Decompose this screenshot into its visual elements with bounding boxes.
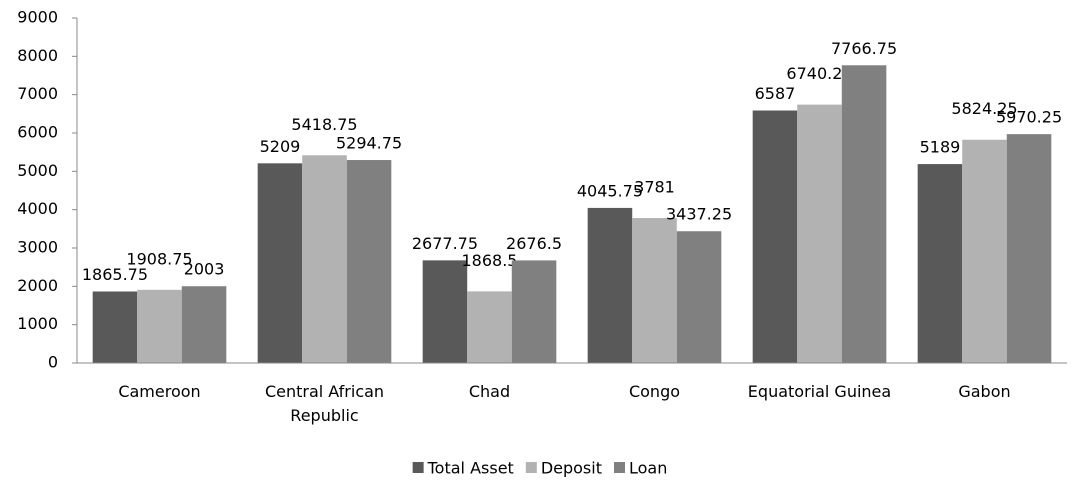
y-tick-label: 4000 [17, 199, 58, 218]
bar [797, 104, 842, 363]
data-label: 5189 [920, 138, 961, 157]
data-label: 1908.75 [126, 249, 192, 268]
bar [422, 260, 468, 363]
legend-label: Loan [629, 459, 667, 478]
data-label: 2003 [184, 260, 225, 279]
y-tick-label: 6000 [17, 123, 58, 142]
data-label: 6587 [755, 84, 796, 103]
bar [632, 218, 677, 363]
x-tick-label: Chad [468, 382, 511, 401]
bar [181, 286, 227, 363]
x-tick-label: Cameroon [118, 382, 201, 401]
bar [511, 260, 557, 363]
y-tick-label: 7000 [17, 84, 58, 103]
bar [841, 65, 887, 363]
bar [302, 155, 347, 363]
data-label: 2676.5 [506, 234, 562, 253]
bar [676, 231, 722, 363]
legend-swatch [613, 462, 625, 473]
legend-swatch [412, 462, 424, 473]
x-tick-label: Central African Republic [264, 382, 385, 425]
legend-label: Total Asset [427, 459, 514, 478]
y-tick-label: 1000 [17, 314, 58, 333]
bar [587, 207, 633, 363]
data-label: 5418.75 [291, 115, 357, 134]
bar [467, 291, 512, 363]
data-label: 5209 [260, 137, 301, 156]
data-label: 3781 [634, 178, 675, 197]
data-label: 4045.75 [577, 181, 643, 200]
data-label: 1868.5 [462, 251, 518, 270]
data-label: 7766.75 [831, 39, 897, 58]
bar [1006, 134, 1052, 363]
y-tick-label: 2000 [17, 276, 58, 295]
bar [92, 291, 138, 363]
data-label: 3437.25 [666, 205, 732, 224]
legend-swatch [525, 462, 537, 473]
data-label: 5294.75 [336, 134, 402, 153]
data-label: 6740.25 [786, 64, 852, 83]
bar [346, 160, 392, 363]
data-label: 5970.25 [996, 108, 1062, 127]
data-label: 5824.25 [951, 99, 1017, 118]
data-label: 1865.75 [82, 265, 148, 284]
data-label: 2677.75 [412, 234, 478, 253]
x-tick-label: Equatorial Guinea [747, 382, 892, 401]
bar [962, 139, 1007, 363]
y-tick-label: 5000 [17, 161, 58, 180]
legend-label: Deposit [541, 459, 602, 478]
bar [257, 163, 303, 363]
y-tick-label: 9000 [17, 8, 58, 27]
x-tick-label: Gabon [958, 382, 1011, 401]
y-tick-label: 3000 [17, 238, 58, 257]
bar [137, 289, 182, 363]
bar [752, 110, 798, 363]
x-tick-label: Congo [628, 382, 681, 401]
y-tick-label: 0 [48, 353, 58, 372]
bar [917, 164, 963, 363]
y-tick-label: 8000 [17, 46, 58, 65]
